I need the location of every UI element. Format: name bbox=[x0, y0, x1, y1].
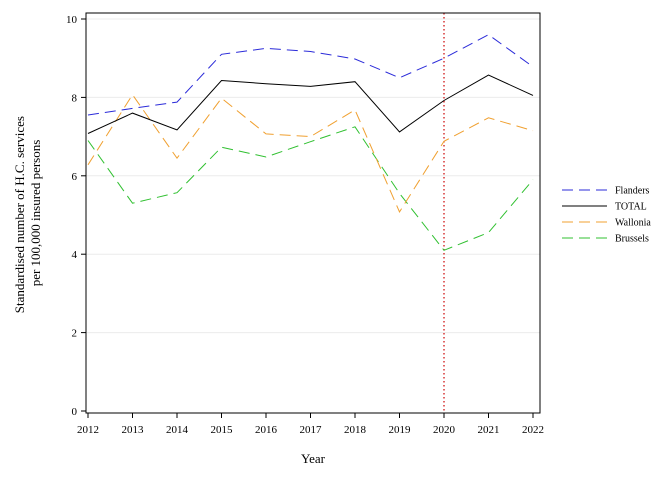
y-tick-label-2: 2 bbox=[72, 328, 78, 340]
x-tick-label-2014: 2014 bbox=[166, 424, 189, 436]
y-axis-title-line-1: Standardised number of H.C. services bbox=[12, 116, 27, 313]
legend: Flanders TOTAL Wallonia Brussels bbox=[562, 186, 651, 245]
y-tick-label-0: 0 bbox=[72, 406, 78, 418]
y-tick-label-8: 8 bbox=[72, 92, 78, 104]
x-tick-label-2017: 2017 bbox=[300, 424, 323, 436]
y-tick-label-10: 10 bbox=[66, 14, 78, 26]
series-lines bbox=[87, 34, 534, 251]
legend-label-wallonia: Wallonia bbox=[615, 218, 651, 229]
x-tick-label-2021: 2021 bbox=[478, 424, 500, 436]
axes: 0 2 4 6 8 10 2012 2013 2014 2015 2016 2017 2018 2019 2… bbox=[66, 14, 544, 436]
gridlines bbox=[86, 18, 540, 334]
y-tick-label-4: 4 bbox=[72, 249, 78, 261]
legend-label-total: TOTAL bbox=[615, 202, 647, 213]
y-tick-label-6: 6 bbox=[72, 171, 78, 183]
x-tick-label-2013: 2013 bbox=[122, 424, 145, 436]
x-axis-title: Year bbox=[301, 451, 326, 466]
legend-label-flanders: Flanders bbox=[615, 186, 650, 197]
x-tick-label-2018: 2018 bbox=[344, 424, 367, 436]
series-line-total bbox=[87, 74, 534, 134]
x-tick-label-2022: 2022 bbox=[522, 424, 544, 436]
legend-label-brussels: Brussels bbox=[615, 234, 649, 245]
series-line-flanders bbox=[87, 34, 534, 116]
y-axis-title: Standardised number of H.C. services per… bbox=[12, 113, 43, 313]
series-line-wallonia bbox=[87, 93, 534, 213]
x-tick-label-2012: 2012 bbox=[77, 424, 99, 436]
x-tick-label-2020: 2020 bbox=[433, 424, 456, 436]
x-tick-label-2019: 2019 bbox=[389, 424, 412, 436]
x-tick-label-2016: 2016 bbox=[255, 424, 278, 436]
series-line-brussels bbox=[87, 126, 534, 251]
x-tick-label-2015: 2015 bbox=[211, 424, 234, 436]
plot-area-frame bbox=[85, 12, 541, 414]
y-axis-title-line-2: per 100,000 insured persons bbox=[28, 140, 43, 287]
